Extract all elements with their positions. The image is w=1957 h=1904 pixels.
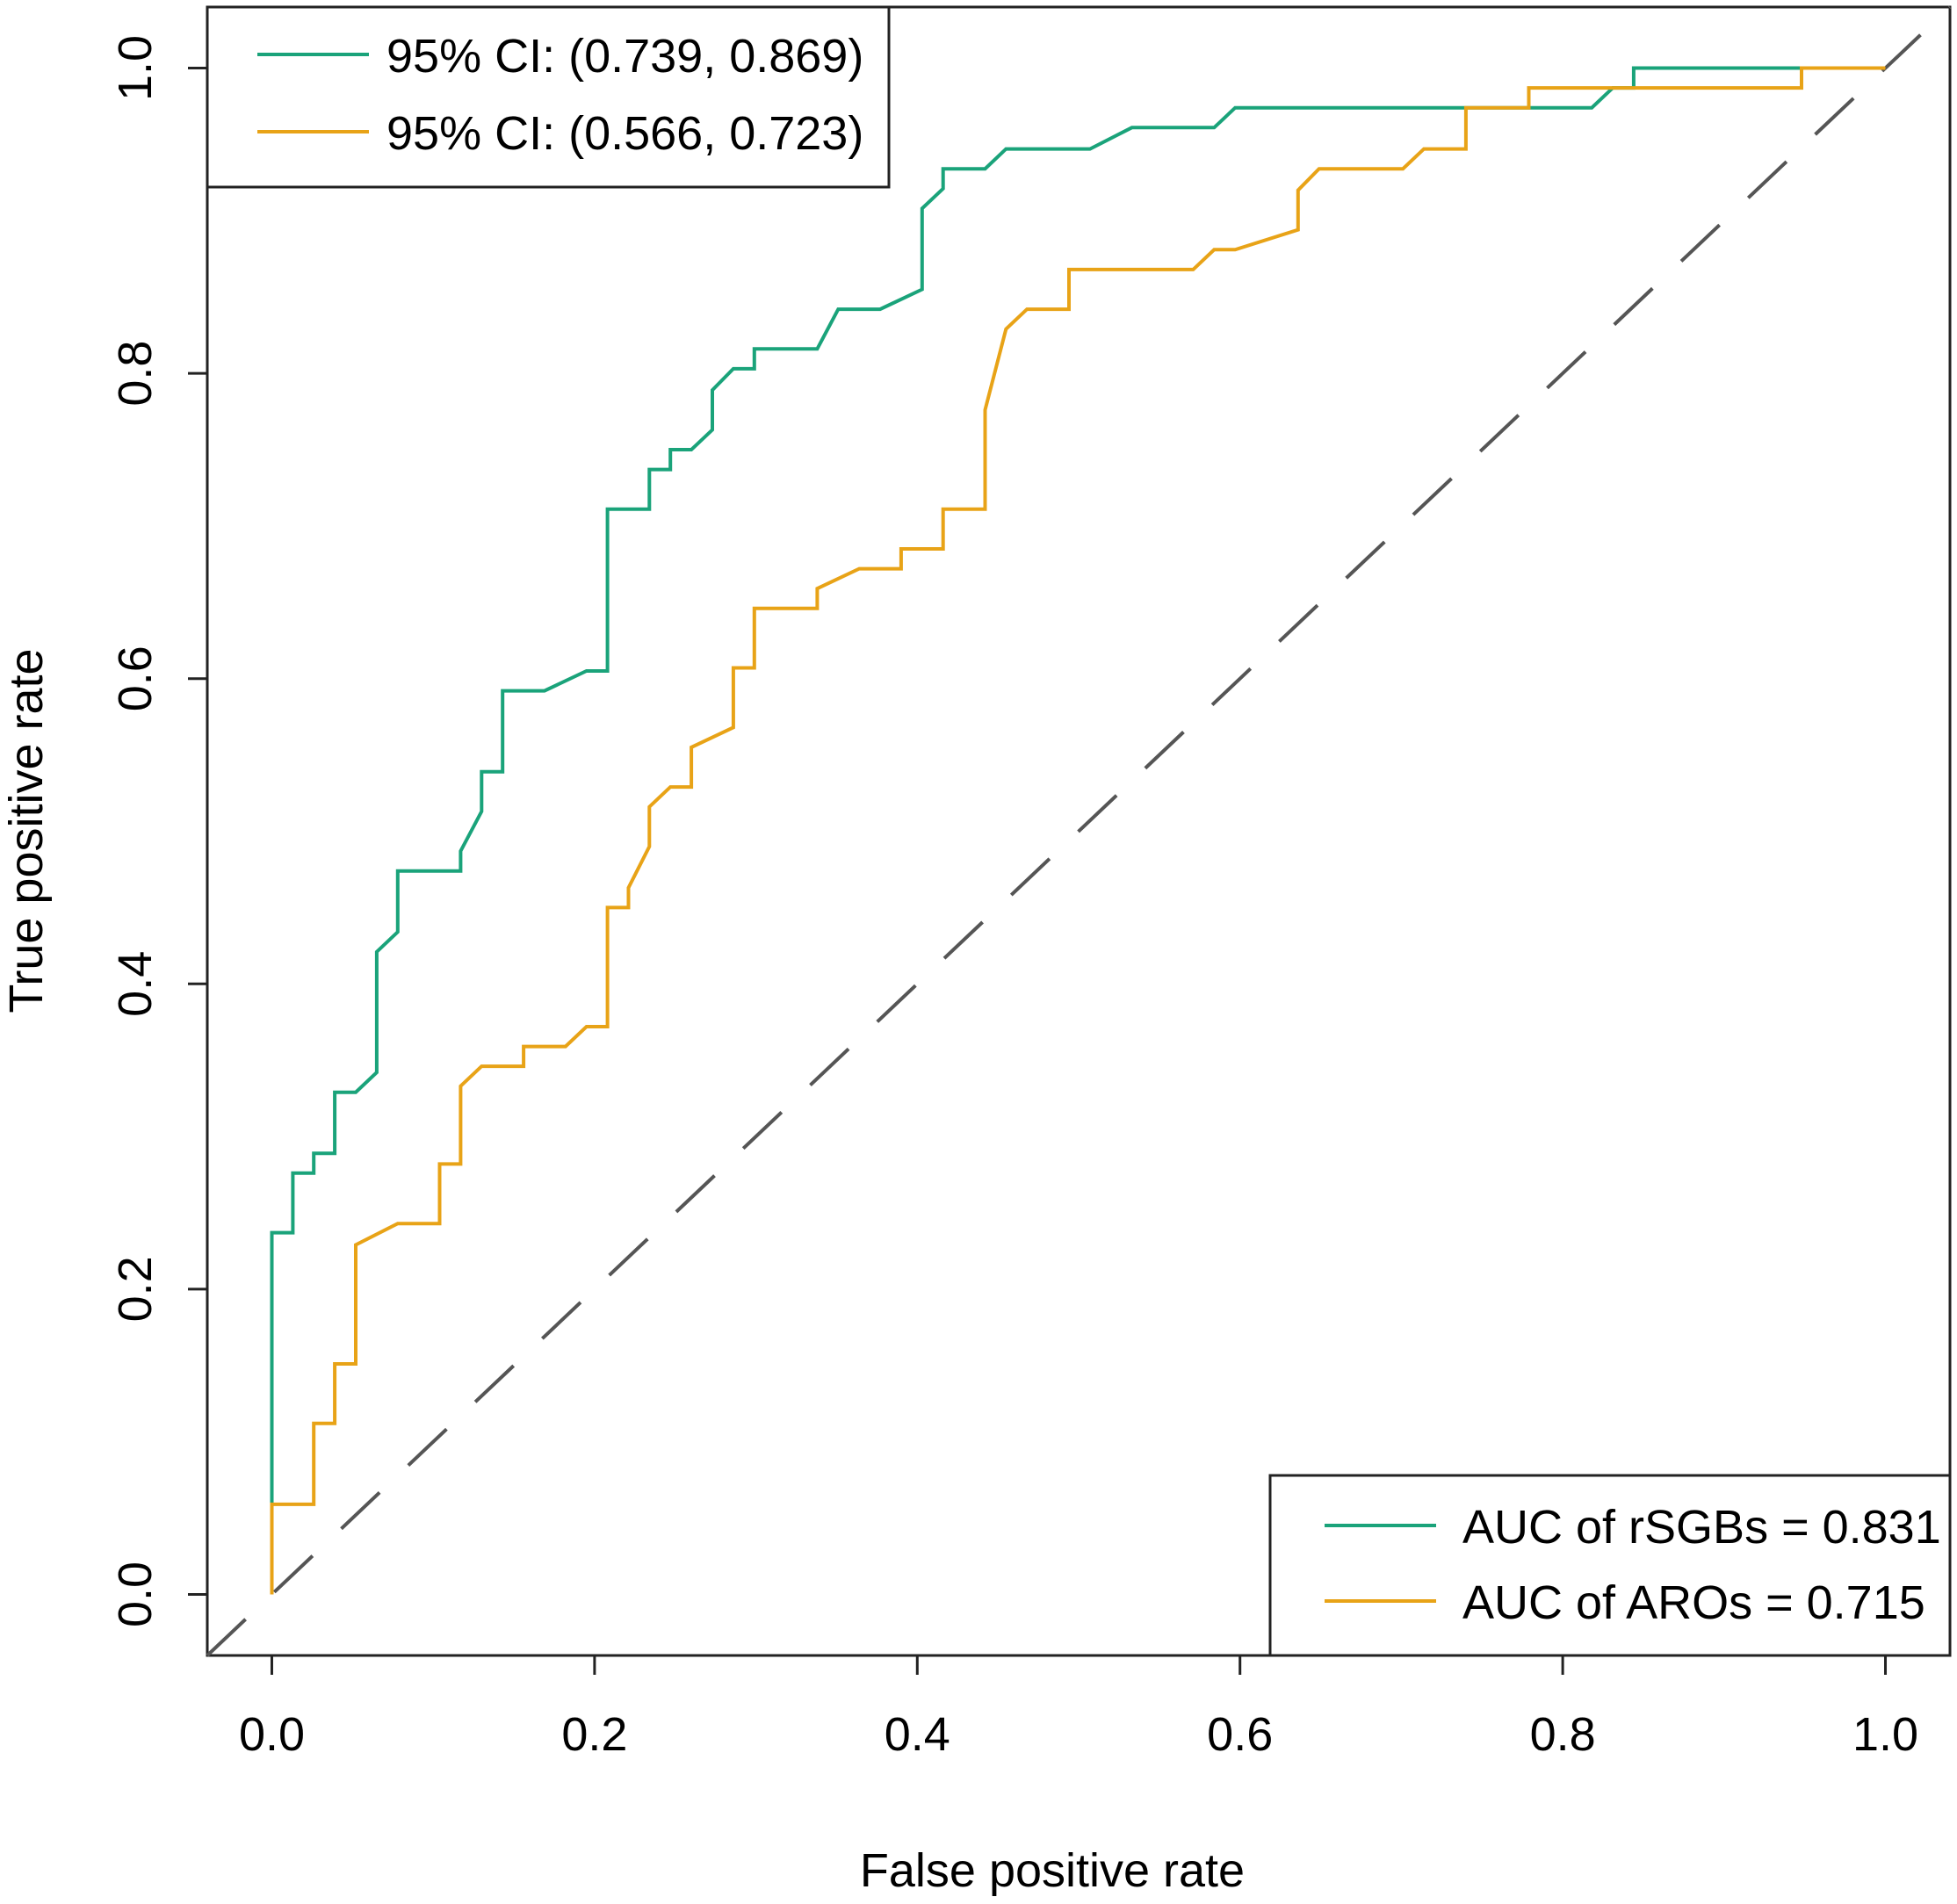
y-tick-label: 0.2 xyxy=(109,1256,162,1322)
x-tick-label: 0.8 xyxy=(1530,1708,1596,1761)
ci-legend: 95% CI: (0.739, 0.869) 95% CI: (0.566, 0… xyxy=(206,5,891,189)
y-tick-label: 0.0 xyxy=(109,1561,162,1627)
y-tick-label: 0.8 xyxy=(109,341,162,407)
y-tick-label: 0.4 xyxy=(109,951,162,1017)
x-axis-title: False positive rate xyxy=(860,1844,1245,1897)
x-tick-label: 0.2 xyxy=(561,1708,627,1761)
y-tick-label: 0.6 xyxy=(109,645,162,711)
roc-line-rsgbs xyxy=(270,66,1886,1595)
auc-legend-label-aros: AUC of AROs = 0.715 xyxy=(1462,1576,1925,1629)
y-axis-title: True positive rate xyxy=(0,648,53,1013)
auc-legend: AUC of rSGBs = 0.831 AUC of AROs = 0.715 xyxy=(1268,1474,1952,1657)
x-axis: 0.0 0.2 0.4 0.6 0.8 1.0 xyxy=(239,1654,1918,1761)
x-tick-label: 0.4 xyxy=(885,1708,950,1761)
x-tick-label: 0.6 xyxy=(1207,1708,1273,1761)
ci-legend-label-aros: 95% CI: (0.566, 0.723) xyxy=(386,107,863,160)
reference-diagonal-line xyxy=(206,5,1952,1657)
series-layer xyxy=(270,66,1886,1595)
roc-line-aros xyxy=(270,66,1886,1595)
y-axis: 0.0 0.2 0.4 0.6 0.8 1.0 xyxy=(109,35,207,1627)
auc-legend-label-rsgbs: AUC of rSGBs = 0.831 xyxy=(1462,1501,1941,1554)
auc-legend-box xyxy=(1268,1474,1952,1657)
ci-legend-box xyxy=(206,5,891,189)
ci-legend-label-rsgbs: 95% CI: (0.739, 0.869) xyxy=(386,30,863,83)
x-tick-label: 0.0 xyxy=(239,1708,305,1761)
x-tick-label: 1.0 xyxy=(1852,1708,1918,1761)
y-tick-label: 1.0 xyxy=(109,35,162,101)
